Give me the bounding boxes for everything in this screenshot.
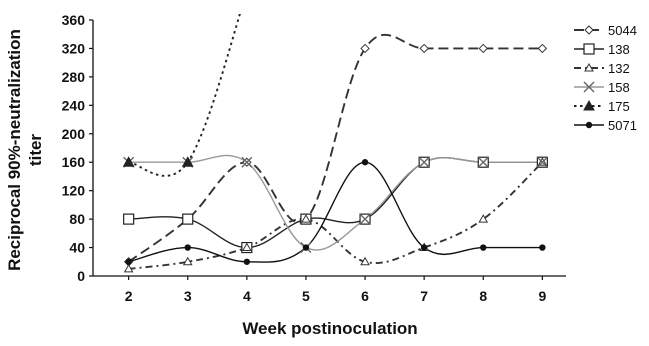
series-5071-point — [243, 258, 251, 265]
y-tick-label: 80 — [69, 211, 85, 227]
series-175-point — [122, 156, 135, 167]
legend: 5044 138 132 158 175 5071 — [574, 23, 637, 133]
x-tick-label: 9 — [538, 288, 546, 304]
y-tick-label: 280 — [62, 69, 86, 85]
legend-item-158: 158 — [574, 80, 630, 95]
legend-label: 5044 — [608, 23, 637, 38]
series-5044-point — [478, 43, 488, 54]
series-5044-point — [360, 43, 370, 54]
series-158-point-stroke — [418, 156, 430, 168]
x-tick-label: 5 — [302, 288, 310, 304]
series-158-point-stroke — [536, 156, 548, 168]
series-158-point — [536, 156, 548, 168]
series-line-175 — [128, 14, 241, 177]
y-axis-title-line2: titer — [26, 134, 45, 167]
legend-138-point — [583, 43, 595, 55]
series-175-point — [181, 156, 194, 167]
series-line-138 — [128, 156, 543, 249]
series-158-point-stroke — [241, 156, 253, 168]
legend-label: 158 — [608, 80, 630, 95]
y-tick-label: 0 — [77, 268, 85, 284]
series-158-point — [418, 156, 430, 168]
legend-label: 175 — [608, 99, 630, 114]
series-5071-point — [420, 244, 428, 251]
series-line-5044 — [128, 33, 543, 263]
legend-label: 5071 — [608, 118, 637, 133]
x-axis-title: Week postinoculation — [242, 319, 417, 338]
y-axis-title-line1: Reciprocal 90%-neutralization — [5, 29, 24, 271]
series-line-158 — [128, 154, 543, 251]
series-5071-point — [361, 159, 369, 166]
series-158-point-stroke — [477, 156, 489, 168]
y-tick-label: 160 — [62, 154, 86, 170]
x-tick-label: 8 — [479, 288, 487, 304]
x-tick-label: 6 — [361, 288, 369, 304]
x-tick-label: 3 — [184, 288, 192, 304]
legend-item-175: 175 — [574, 99, 630, 114]
x-tick-label: 7 — [420, 288, 428, 304]
x-tick-label: 2 — [125, 288, 133, 304]
series-158-point — [477, 156, 489, 168]
y-tick-label: 40 — [69, 240, 85, 256]
series-132-point — [478, 214, 489, 223]
y-tick-label: 120 — [62, 183, 86, 199]
legend-5044-point — [584, 25, 594, 35]
marker-layer — [122, 43, 548, 273]
legend-item-132: 132 — [574, 61, 630, 76]
y-tick-label: 240 — [62, 97, 86, 113]
y-tick-label: 360 — [62, 12, 86, 28]
series-132-point — [182, 256, 193, 266]
series-138-point — [182, 213, 194, 225]
legend-label: 132 — [608, 61, 630, 76]
legend-item-5071: 5071 — [574, 118, 637, 133]
series-5071-point — [539, 244, 546, 251]
series-132-point — [241, 242, 252, 252]
series-5071-point — [184, 244, 191, 251]
series-132-point — [360, 256, 370, 266]
series-layer — [128, 14, 544, 270]
legend-item-5044: 5044 — [574, 23, 637, 38]
legend-label: 138 — [608, 42, 630, 57]
legend-132-point — [584, 62, 594, 72]
y-tick-label: 320 — [62, 40, 86, 56]
legend-5071-point — [585, 121, 593, 129]
legend-175-point — [583, 99, 595, 111]
axes: 0 40 80 120 160 200 240 280 320 360 2 3 4 5 6 7 8 9 — [62, 12, 566, 304]
legend-158-point — [583, 81, 595, 93]
series-line-5071 — [128, 161, 543, 263]
series-158-point-stroke — [359, 213, 371, 225]
series-line-132 — [128, 161, 544, 270]
y-tick-label: 200 — [62, 126, 86, 142]
legend-item-138: 138 — [574, 42, 630, 57]
series-5071-point — [125, 258, 132, 265]
series-132-point — [123, 263, 134, 273]
series-132-point — [301, 214, 311, 223]
series-5044-point — [537, 43, 548, 54]
series-5044-point — [419, 43, 429, 54]
series-5071-point — [480, 244, 487, 251]
x-tick-label: 4 — [243, 288, 251, 304]
series-158-point — [359, 213, 371, 225]
series-158-point — [241, 156, 253, 168]
series-5071-point — [302, 244, 310, 251]
legend-158-point-stroke — [583, 81, 595, 93]
series-138-point — [123, 213, 135, 225]
